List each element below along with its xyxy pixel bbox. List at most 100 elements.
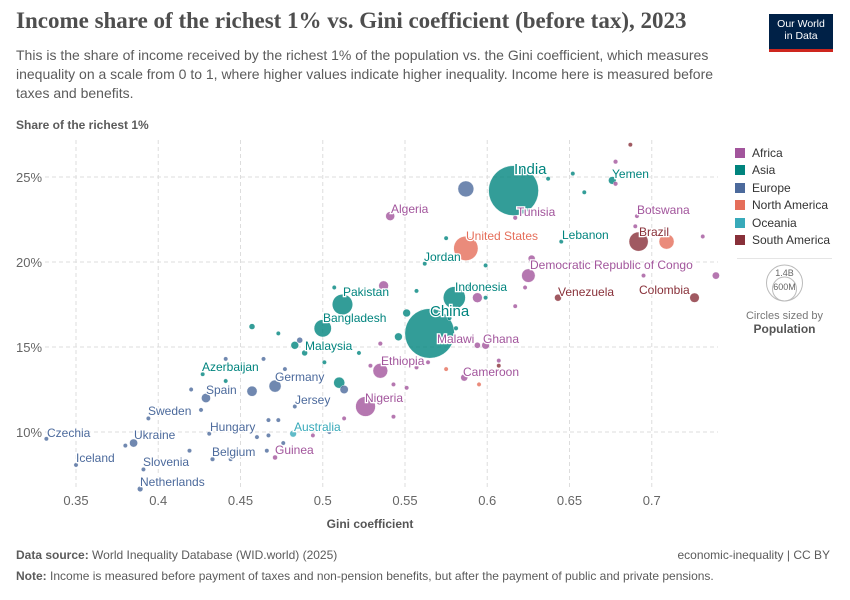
point-country[interactable] [368, 363, 373, 369]
point-country[interactable] [246, 385, 258, 397]
point-country[interactable] [496, 363, 502, 369]
point-country[interactable] [545, 176, 551, 182]
point-indonesia[interactable] [443, 286, 466, 309]
point-country[interactable] [596, 291, 602, 297]
point-country[interactable] [712, 271, 720, 280]
point-country[interactable] [223, 378, 229, 384]
point-country[interactable] [264, 448, 270, 454]
source-text[interactable]: World Inequality Database (WID.world) (2… [92, 548, 338, 562]
point-country[interactable] [425, 359, 431, 365]
point-country[interactable] [122, 443, 128, 448]
owid-logo[interactable]: Our World in Data [769, 14, 833, 52]
point-country[interactable] [700, 234, 706, 239]
point-country[interactable] [275, 417, 281, 423]
point-country[interactable] [301, 349, 308, 357]
point-country[interactable] [581, 189, 587, 195]
point-country[interactable] [326, 429, 332, 435]
point-iceland[interactable] [73, 462, 79, 468]
point-brazil[interactable] [628, 231, 649, 252]
license[interactable]: economic-inequality | CC BY [677, 548, 830, 562]
point-malaysia[interactable] [290, 341, 299, 350]
point-hungary[interactable] [206, 431, 212, 437]
point-germany[interactable] [268, 379, 282, 393]
point-venezuela[interactable] [554, 294, 562, 302]
point-country[interactable] [483, 295, 489, 301]
point-country[interactable] [280, 440, 286, 446]
point-country[interactable] [377, 341, 383, 347]
point-ukraine[interactable] [129, 438, 138, 448]
point-jordan[interactable] [422, 261, 428, 267]
point-country[interactable] [394, 332, 403, 341]
point-country[interactable] [402, 308, 411, 318]
point-country[interactable] [248, 323, 256, 330]
point-country[interactable] [275, 330, 281, 336]
point-australia[interactable] [289, 430, 297, 438]
point-country[interactable] [457, 180, 475, 198]
point-sweden[interactable] [145, 415, 151, 421]
point-netherlands[interactable] [137, 485, 144, 492]
point-country[interactable] [570, 171, 576, 177]
point-country[interactable] [465, 285, 470, 290]
point-guinea[interactable] [272, 454, 278, 461]
point-country[interactable] [261, 356, 266, 362]
point-country[interactable] [266, 432, 271, 438]
point-china[interactable] [404, 308, 455, 359]
point-country[interactable] [198, 407, 204, 413]
point-country[interactable] [613, 181, 619, 187]
legend-item-asia[interactable]: Asia [735, 162, 830, 180]
point-india[interactable] [488, 165, 539, 216]
point-country[interactable] [512, 303, 518, 309]
point-country[interactable] [333, 376, 345, 389]
point-malawi[interactable] [474, 342, 481, 349]
point-country[interactable] [472, 292, 483, 303]
legend-item-europe[interactable]: Europe [735, 179, 830, 197]
point-nigeria[interactable] [355, 396, 376, 417]
point-country[interactable] [483, 262, 489, 268]
point-country[interactable] [443, 235, 449, 241]
legend-item-south-america[interactable]: South America [735, 232, 830, 250]
point-country[interactable] [187, 448, 192, 454]
point-czechia[interactable] [43, 436, 49, 442]
point-country[interactable] [641, 273, 646, 278]
point-country[interactable] [356, 350, 362, 356]
point-colombia[interactable] [689, 292, 700, 303]
point-country[interactable] [414, 364, 419, 370]
point-country[interactable] [188, 387, 194, 392]
point-country[interactable] [228, 456, 234, 462]
point-united-states[interactable] [453, 236, 479, 261]
point-democratic-republic-of-congo[interactable] [521, 268, 536, 283]
legend-item-oceania[interactable]: Oceania [735, 214, 830, 232]
point-country[interactable] [658, 233, 675, 250]
point-bangladesh[interactable] [313, 319, 332, 338]
point-country[interactable] [627, 142, 633, 148]
point-country[interactable] [321, 359, 327, 365]
legend-item-africa[interactable]: Africa [735, 144, 830, 162]
point-pakistan[interactable] [332, 294, 353, 315]
point-country[interactable] [391, 381, 396, 387]
point-country[interactable] [282, 366, 288, 372]
legend-item-north-america[interactable]: North America [735, 197, 830, 215]
point-country[interactable] [453, 325, 459, 331]
point-tunisia[interactable] [512, 215, 518, 221]
point-country[interactable] [296, 337, 303, 344]
point-country[interactable] [527, 254, 536, 263]
point-cameroon[interactable] [460, 373, 468, 382]
point-country[interactable] [391, 414, 396, 420]
point-spain[interactable] [201, 393, 211, 403]
point-botswana[interactable] [634, 213, 640, 219]
point-country[interactable] [339, 385, 349, 394]
point-country[interactable] [446, 315, 452, 321]
point-jersey[interactable] [292, 404, 298, 409]
point-country[interactable] [576, 261, 582, 267]
point-country[interactable] [522, 285, 528, 290]
point-country[interactable] [266, 417, 271, 423]
point-country[interactable] [496, 358, 502, 363]
point-country[interactable] [476, 381, 482, 387]
point-country[interactable] [414, 288, 419, 294]
point-country[interactable] [331, 285, 337, 290]
point-country[interactable] [378, 280, 389, 291]
point-country[interactable] [443, 366, 449, 372]
point-country[interactable] [632, 223, 638, 229]
point-country[interactable] [223, 356, 229, 362]
point-country[interactable] [404, 385, 410, 391]
